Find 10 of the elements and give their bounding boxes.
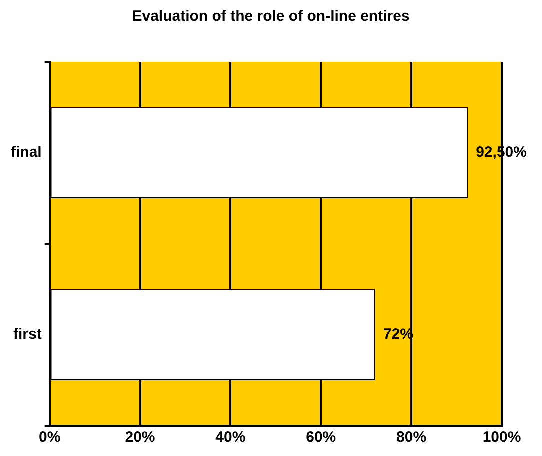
x-tick-label: 0% <box>38 429 61 446</box>
x-tick-label: 80% <box>396 429 427 446</box>
x-tick-label: 20% <box>125 429 156 446</box>
x-tick-label: 100% <box>482 429 522 446</box>
x-tick-label: 60% <box>306 429 336 446</box>
y-tick-label: final <box>10 144 42 162</box>
y-tick-label: first <box>13 326 42 344</box>
data-label: 92,50% <box>476 144 527 162</box>
x-tick-label: 40% <box>216 429 246 446</box>
chart-title: Evaluation of the role of on-line entires <box>131 8 411 25</box>
